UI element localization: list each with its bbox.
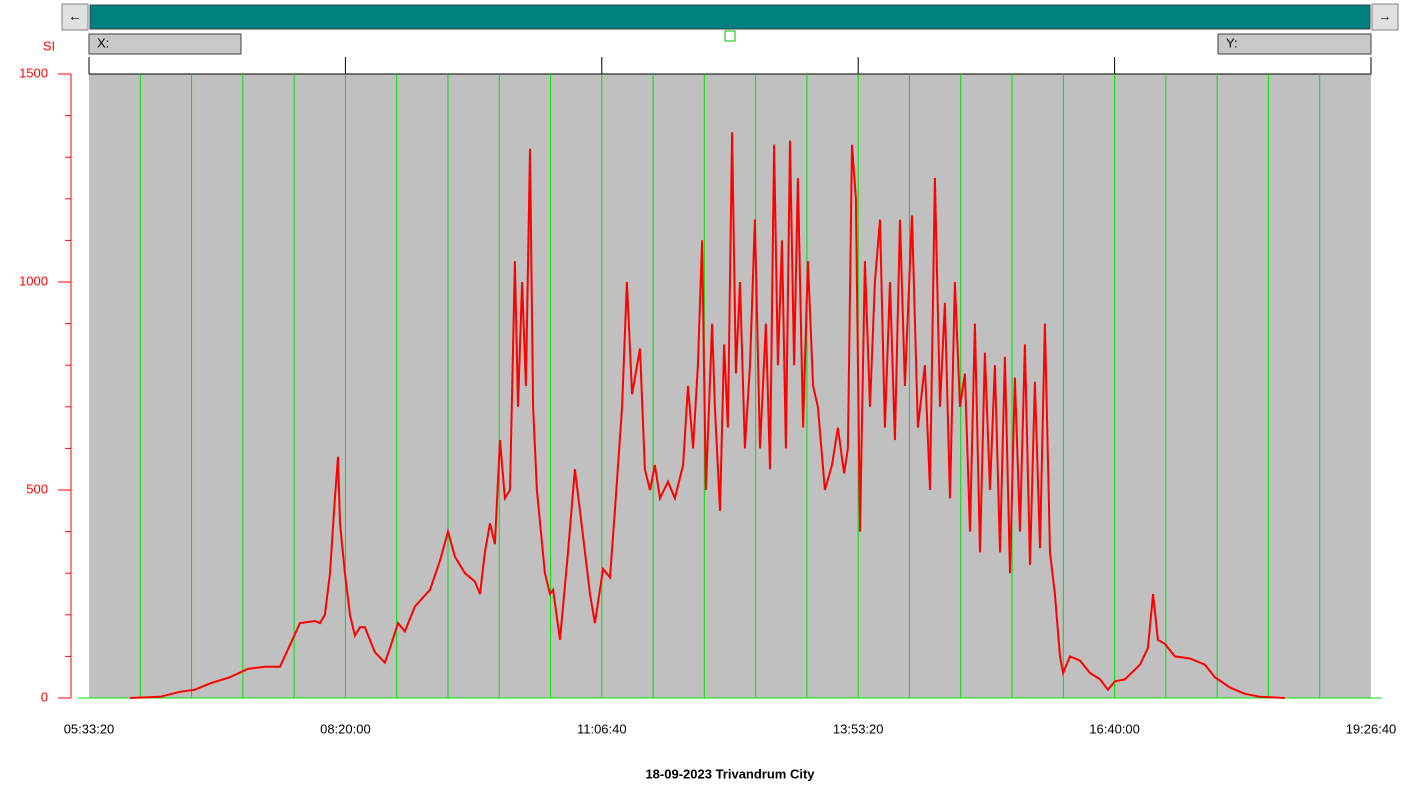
chart-title: 18-09-2023 Trivandrum City xyxy=(645,766,815,781)
x-tick-label: 13:53:20 xyxy=(833,721,884,736)
y-readout: Y: xyxy=(1226,35,1238,50)
right-arrow[interactable]: → xyxy=(1379,8,1392,23)
x-readout: X: xyxy=(97,35,109,50)
x-tick-label: 05:33:20 xyxy=(64,721,115,736)
y-tick-label: 1000 xyxy=(19,273,48,288)
data-line xyxy=(129,132,1285,699)
y-tick-label: 500 xyxy=(26,481,48,496)
x-readout-box xyxy=(88,33,242,55)
x-tick-label: 19:26:40 xyxy=(1346,721,1397,736)
x-tick-label: 16:40:00 xyxy=(1089,721,1140,736)
y-readout-box xyxy=(1217,33,1372,55)
x-tick-label: 08:20:00 xyxy=(320,721,371,736)
cursor-handle[interactable] xyxy=(724,30,736,42)
y-tick-label: 1500 xyxy=(19,65,48,80)
y-axis-label: SI xyxy=(43,38,55,53)
scroll-left-button[interactable] xyxy=(61,3,89,31)
y-tick-label: 0 xyxy=(41,689,48,704)
left-arrow[interactable]: ← xyxy=(69,8,82,23)
x-tick-label: 11:06:40 xyxy=(577,721,627,736)
scroll-right-button[interactable] xyxy=(1371,3,1399,31)
plot-area xyxy=(89,74,1371,698)
scroll-thumb[interactable] xyxy=(89,4,1371,30)
